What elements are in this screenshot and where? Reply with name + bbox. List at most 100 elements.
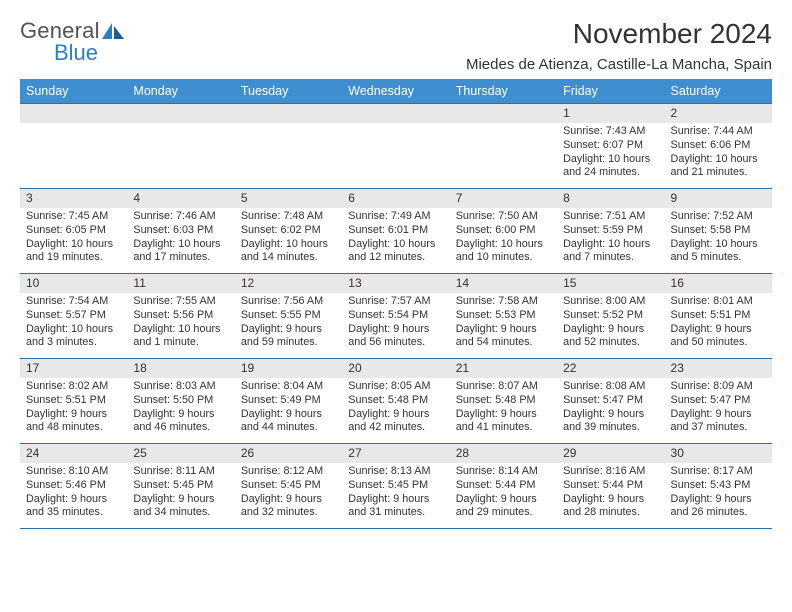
brand-part2: Blue: [54, 40, 124, 66]
day-line-sr: Sunrise: 7:44 AM: [671, 125, 766, 139]
day-line-ss: Sunset: 6:02 PM: [241, 224, 336, 238]
calendar-cell: 4Sunrise: 7:46 AMSunset: 6:03 PMDaylight…: [127, 189, 234, 274]
day-line-dl1: Daylight: 9 hours: [563, 323, 658, 337]
day-line-dl1: Daylight: 10 hours: [671, 153, 766, 167]
day-line-ss: Sunset: 6:05 PM: [26, 224, 121, 238]
day-details: Sunrise: 8:01 AMSunset: 5:51 PMDaylight:…: [665, 293, 772, 354]
day-number: 20: [342, 359, 449, 378]
day-line-ss: Sunset: 5:43 PM: [671, 479, 766, 493]
day-number: 29: [557, 444, 664, 463]
day-line-dl2: and 1 minute.: [133, 336, 228, 350]
calendar-cell: 28Sunrise: 8:14 AMSunset: 5:44 PMDayligh…: [450, 444, 557, 529]
calendar-week: 1Sunrise: 7:43 AMSunset: 6:07 PMDaylight…: [20, 104, 772, 189]
day-line-ss: Sunset: 5:48 PM: [348, 394, 443, 408]
day-details: Sunrise: 7:46 AMSunset: 6:03 PMDaylight:…: [127, 208, 234, 269]
day-line-dl1: Daylight: 9 hours: [26, 493, 121, 507]
day-number: 23: [665, 359, 772, 378]
day-details: Sunrise: 7:54 AMSunset: 5:57 PMDaylight:…: [20, 293, 127, 354]
day-number: [342, 104, 449, 123]
calendar-cell: 26Sunrise: 8:12 AMSunset: 5:45 PMDayligh…: [235, 444, 342, 529]
day-line-sr: Sunrise: 8:16 AM: [563, 465, 658, 479]
day-line-sr: Sunrise: 8:07 AM: [456, 380, 551, 394]
calendar-cell: 24Sunrise: 8:10 AMSunset: 5:46 PMDayligh…: [20, 444, 127, 529]
day-line-dl2: and 7 minutes.: [563, 251, 658, 265]
day-line-ss: Sunset: 6:00 PM: [456, 224, 551, 238]
day-line-dl2: and 28 minutes.: [563, 506, 658, 520]
day-line-dl1: Daylight: 9 hours: [348, 408, 443, 422]
day-details: Sunrise: 8:02 AMSunset: 5:51 PMDaylight:…: [20, 378, 127, 439]
day-details: Sunrise: 7:58 AMSunset: 5:53 PMDaylight:…: [450, 293, 557, 354]
day-line-dl2: and 17 minutes.: [133, 251, 228, 265]
day-line-dl1: Daylight: 10 hours: [671, 238, 766, 252]
day-details: Sunrise: 7:51 AMSunset: 5:59 PMDaylight:…: [557, 208, 664, 269]
day-details: [342, 123, 449, 129]
day-number: 5: [235, 189, 342, 208]
day-line-dl1: Daylight: 9 hours: [348, 493, 443, 507]
day-line-ss: Sunset: 5:47 PM: [563, 394, 658, 408]
day-line-ss: Sunset: 5:55 PM: [241, 309, 336, 323]
day-line-ss: Sunset: 6:06 PM: [671, 139, 766, 153]
day-line-dl1: Daylight: 10 hours: [133, 323, 228, 337]
day-number: 21: [450, 359, 557, 378]
day-line-sr: Sunrise: 7:56 AM: [241, 295, 336, 309]
day-line-dl1: Daylight: 9 hours: [241, 323, 336, 337]
day-details: Sunrise: 7:57 AMSunset: 5:54 PMDaylight:…: [342, 293, 449, 354]
day-line-dl1: Daylight: 10 hours: [133, 238, 228, 252]
day-line-sr: Sunrise: 7:58 AM: [456, 295, 551, 309]
day-line-dl1: Daylight: 10 hours: [348, 238, 443, 252]
day-line-dl2: and 14 minutes.: [241, 251, 336, 265]
day-line-ss: Sunset: 5:45 PM: [133, 479, 228, 493]
calendar-cell: 12Sunrise: 7:56 AMSunset: 5:55 PMDayligh…: [235, 274, 342, 359]
day-line-dl1: Daylight: 9 hours: [456, 323, 551, 337]
calendar-cell: 8Sunrise: 7:51 AMSunset: 5:59 PMDaylight…: [557, 189, 664, 274]
calendar-cell: 11Sunrise: 7:55 AMSunset: 5:56 PMDayligh…: [127, 274, 234, 359]
calendar-cell: 10Sunrise: 7:54 AMSunset: 5:57 PMDayligh…: [20, 274, 127, 359]
calendar-week: 3Sunrise: 7:45 AMSunset: 6:05 PMDaylight…: [20, 189, 772, 274]
calendar-table: Sunday Monday Tuesday Wednesday Thursday…: [20, 79, 772, 529]
day-details: Sunrise: 8:00 AMSunset: 5:52 PMDaylight:…: [557, 293, 664, 354]
day-header-row: Sunday Monday Tuesday Wednesday Thursday…: [20, 79, 772, 104]
day-details: Sunrise: 7:49 AMSunset: 6:01 PMDaylight:…: [342, 208, 449, 269]
calendar-cell: 16Sunrise: 8:01 AMSunset: 5:51 PMDayligh…: [665, 274, 772, 359]
day-line-sr: Sunrise: 7:49 AM: [348, 210, 443, 224]
day-number: 13: [342, 274, 449, 293]
day-details: Sunrise: 8:07 AMSunset: 5:48 PMDaylight:…: [450, 378, 557, 439]
day-line-ss: Sunset: 5:52 PM: [563, 309, 658, 323]
calendar-cell: 13Sunrise: 7:57 AMSunset: 5:54 PMDayligh…: [342, 274, 449, 359]
day-line-ss: Sunset: 5:51 PM: [671, 309, 766, 323]
day-details: Sunrise: 8:17 AMSunset: 5:43 PMDaylight:…: [665, 463, 772, 524]
day-line-dl2: and 34 minutes.: [133, 506, 228, 520]
day-details: Sunrise: 7:56 AMSunset: 5:55 PMDaylight:…: [235, 293, 342, 354]
day-line-dl2: and 59 minutes.: [241, 336, 336, 350]
day-line-sr: Sunrise: 8:08 AM: [563, 380, 658, 394]
calendar-cell: 19Sunrise: 8:04 AMSunset: 5:49 PMDayligh…: [235, 359, 342, 444]
header: General Blue November 2024 Miedes de Ati…: [20, 18, 772, 73]
calendar-cell: 1Sunrise: 7:43 AMSunset: 6:07 PMDaylight…: [557, 104, 664, 189]
title-block: November 2024 Miedes de Atienza, Castill…: [466, 18, 772, 73]
calendar-cell: 18Sunrise: 8:03 AMSunset: 5:50 PMDayligh…: [127, 359, 234, 444]
day-details: Sunrise: 8:05 AMSunset: 5:48 PMDaylight:…: [342, 378, 449, 439]
day-line-sr: Sunrise: 7:55 AM: [133, 295, 228, 309]
day-details: Sunrise: 7:55 AMSunset: 5:56 PMDaylight:…: [127, 293, 234, 354]
calendar-cell: 17Sunrise: 8:02 AMSunset: 5:51 PMDayligh…: [20, 359, 127, 444]
day-line-ss: Sunset: 5:46 PM: [26, 479, 121, 493]
day-line-dl1: Daylight: 10 hours: [456, 238, 551, 252]
day-line-dl1: Daylight: 10 hours: [563, 153, 658, 167]
day-details: Sunrise: 8:12 AMSunset: 5:45 PMDaylight:…: [235, 463, 342, 524]
day-line-sr: Sunrise: 8:13 AM: [348, 465, 443, 479]
day-details: Sunrise: 8:03 AMSunset: 5:50 PMDaylight:…: [127, 378, 234, 439]
day-line-sr: Sunrise: 7:43 AM: [563, 125, 658, 139]
calendar-cell: 27Sunrise: 8:13 AMSunset: 5:45 PMDayligh…: [342, 444, 449, 529]
day-line-sr: Sunrise: 8:14 AM: [456, 465, 551, 479]
calendar-cell: 22Sunrise: 8:08 AMSunset: 5:47 PMDayligh…: [557, 359, 664, 444]
calendar-cell: 15Sunrise: 8:00 AMSunset: 5:52 PMDayligh…: [557, 274, 664, 359]
day-details: Sunrise: 8:08 AMSunset: 5:47 PMDaylight:…: [557, 378, 664, 439]
day-line-dl2: and 31 minutes.: [348, 506, 443, 520]
day-line-ss: Sunset: 5:45 PM: [241, 479, 336, 493]
day-details: Sunrise: 8:13 AMSunset: 5:45 PMDaylight:…: [342, 463, 449, 524]
day-line-ss: Sunset: 5:44 PM: [563, 479, 658, 493]
day-number: 27: [342, 444, 449, 463]
calendar-cell: 9Sunrise: 7:52 AMSunset: 5:58 PMDaylight…: [665, 189, 772, 274]
day-line-ss: Sunset: 5:49 PM: [241, 394, 336, 408]
day-line-dl1: Daylight: 9 hours: [348, 323, 443, 337]
